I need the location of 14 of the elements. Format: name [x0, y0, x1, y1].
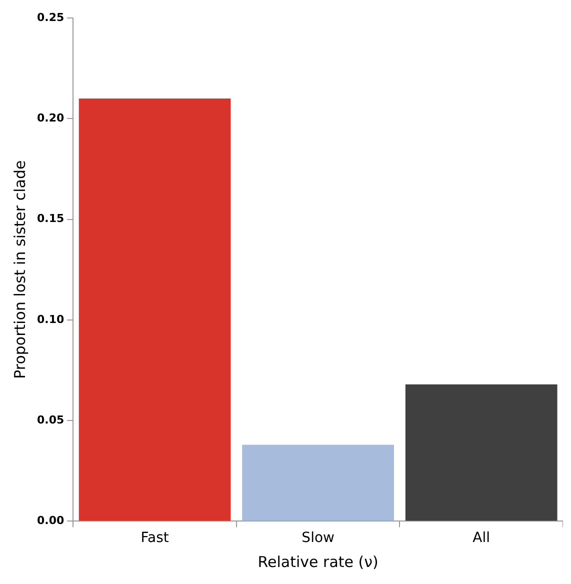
x-tick-label: Fast	[140, 530, 170, 546]
y-tick-label: 0.10	[37, 312, 64, 326]
bar	[242, 444, 394, 521]
y-tick-label: 0.20	[37, 112, 64, 124]
y-tick-label: 0.05	[37, 413, 64, 426]
y-tick-label: 0.15	[37, 212, 64, 226]
x-tick-label: Slow	[302, 530, 334, 546]
bar	[405, 384, 558, 521]
y-tick-label: 0.00	[37, 514, 64, 528]
y-axis-title: Proportion lost in sister clade	[10, 160, 29, 379]
y-tick-label: 0.25	[37, 10, 64, 24]
bar	[78, 98, 231, 521]
x-axis-title: Relative rate (ν)	[258, 552, 378, 571]
x-tick-label: All	[472, 530, 490, 546]
